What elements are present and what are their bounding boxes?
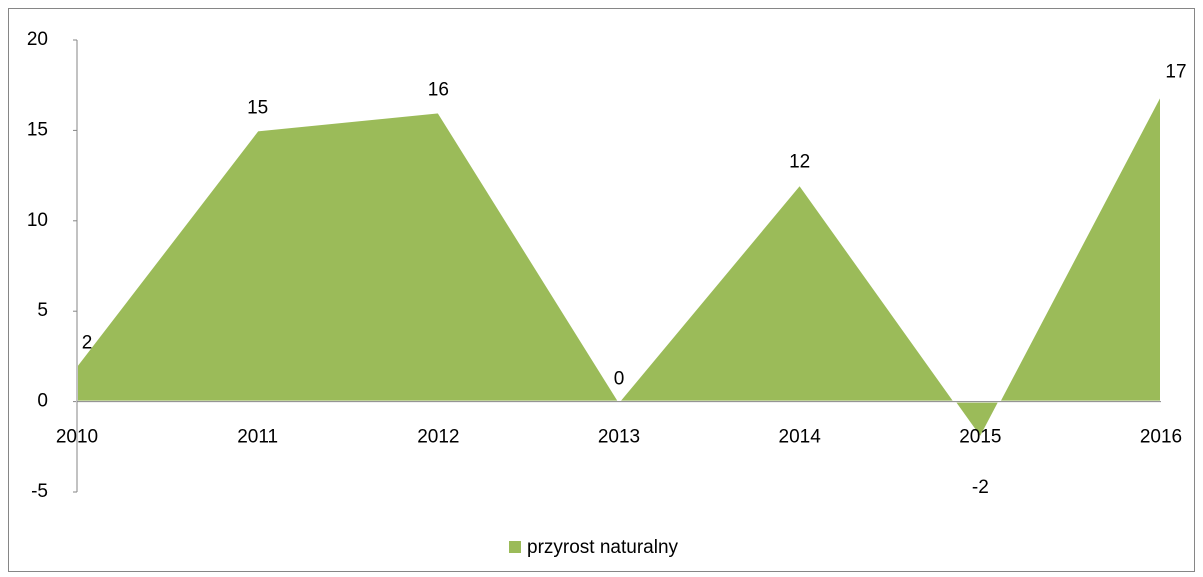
data-label: 17 bbox=[1165, 61, 1186, 82]
legend-swatch bbox=[509, 541, 521, 553]
area bbox=[76, 93, 1162, 440]
x-tick-label: 2013 bbox=[598, 427, 640, 448]
y-tick-label: 20 bbox=[27, 29, 48, 50]
x-tick-label: 2011 bbox=[237, 427, 278, 448]
y-tick-label: -5 bbox=[31, 481, 48, 502]
x-tick-label: 2012 bbox=[417, 427, 459, 448]
legend-label: przyrost naturalny bbox=[527, 537, 679, 558]
x-tick-label: 2010 bbox=[56, 427, 98, 448]
data-label: 0 bbox=[614, 369, 625, 390]
x-tick-label: 2016 bbox=[1140, 427, 1182, 448]
data-label: 2 bbox=[82, 332, 93, 353]
data-label: 12 bbox=[789, 152, 810, 173]
y-tick-label: 5 bbox=[37, 300, 48, 321]
y-tick-label: 15 bbox=[27, 119, 48, 140]
x-tick-label: 2014 bbox=[779, 427, 822, 448]
y-tick-label: 10 bbox=[27, 210, 48, 231]
x-tick-label: 2015 bbox=[959, 427, 1001, 448]
y-tick-label: 0 bbox=[37, 391, 48, 412]
data-label: -2 bbox=[972, 477, 989, 498]
data-label: 16 bbox=[428, 79, 449, 100]
data-label: 15 bbox=[247, 97, 268, 118]
